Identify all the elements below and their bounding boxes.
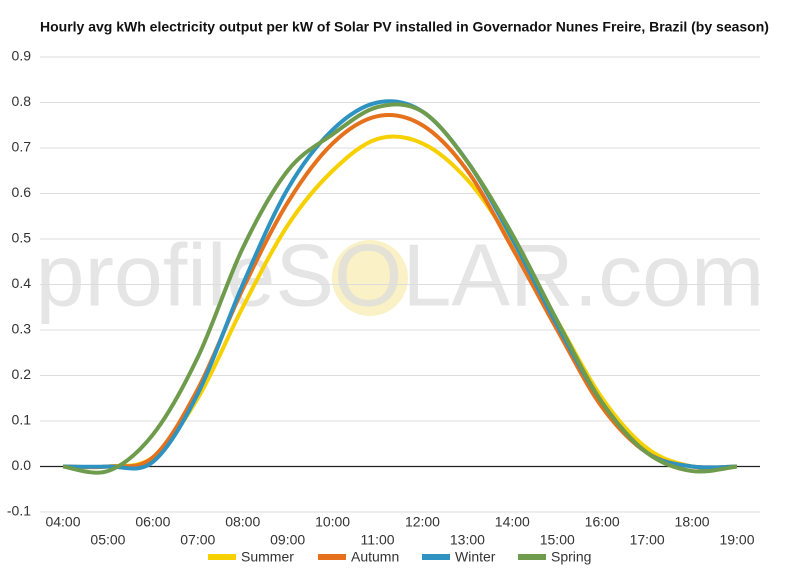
x-tick-label: 18:00 [675, 514, 710, 530]
y-tick-label: 0.9 [12, 48, 32, 64]
legend-swatch [422, 554, 450, 560]
watermark-sun [332, 240, 408, 316]
x-tick-label: 17:00 [630, 532, 665, 548]
y-tick-label: 0.0 [12, 457, 32, 473]
legend-label: Spring [551, 549, 591, 565]
x-tick-label: 08:00 [225, 514, 260, 530]
x-tick-label: 11:00 [361, 532, 395, 548]
legend-swatch [318, 554, 346, 560]
series-line [62, 113, 738, 470]
watermark: profileSOLAR.com [36, 225, 765, 324]
legend-label: Winter [455, 549, 496, 565]
y-tick-label: 0.5 [12, 230, 32, 246]
x-tick-label: 09:00 [270, 532, 305, 548]
y-tick-label: 0.4 [12, 275, 32, 291]
series-line [62, 102, 738, 475]
x-tick-label: 16:00 [585, 514, 620, 530]
x-tick-label: 10:00 [315, 514, 350, 530]
x-tick-label: 06:00 [135, 514, 170, 530]
y-tick-label: 0.1 [12, 412, 32, 428]
y-tick-label: 0.8 [12, 93, 32, 109]
x-tick-label: 07:00 [180, 532, 215, 548]
x-tick-label: 12:00 [405, 514, 440, 530]
x-tick-label: 05:00 [90, 532, 125, 548]
y-tick-label: 0.2 [12, 366, 32, 382]
legend-swatch [518, 554, 546, 560]
y-tick-label: 0.3 [12, 321, 32, 337]
chart-title: Hourly avg kWh electricity output per kW… [40, 19, 769, 35]
legend-label: Autumn [351, 549, 399, 565]
legend-swatch [208, 554, 236, 560]
x-tick-label: 19:00 [719, 532, 754, 548]
x-tick-label: 13:00 [450, 532, 485, 548]
y-tick-label: -0.1 [7, 503, 31, 519]
y-tick-label: 0.6 [12, 184, 32, 200]
y-tick-label: 0.7 [12, 139, 32, 155]
x-tick-label: 15:00 [540, 532, 575, 548]
legend-label: Summer [241, 549, 294, 565]
x-tick-label: 14:00 [495, 514, 530, 530]
x-tick-label: 04:00 [45, 514, 80, 530]
